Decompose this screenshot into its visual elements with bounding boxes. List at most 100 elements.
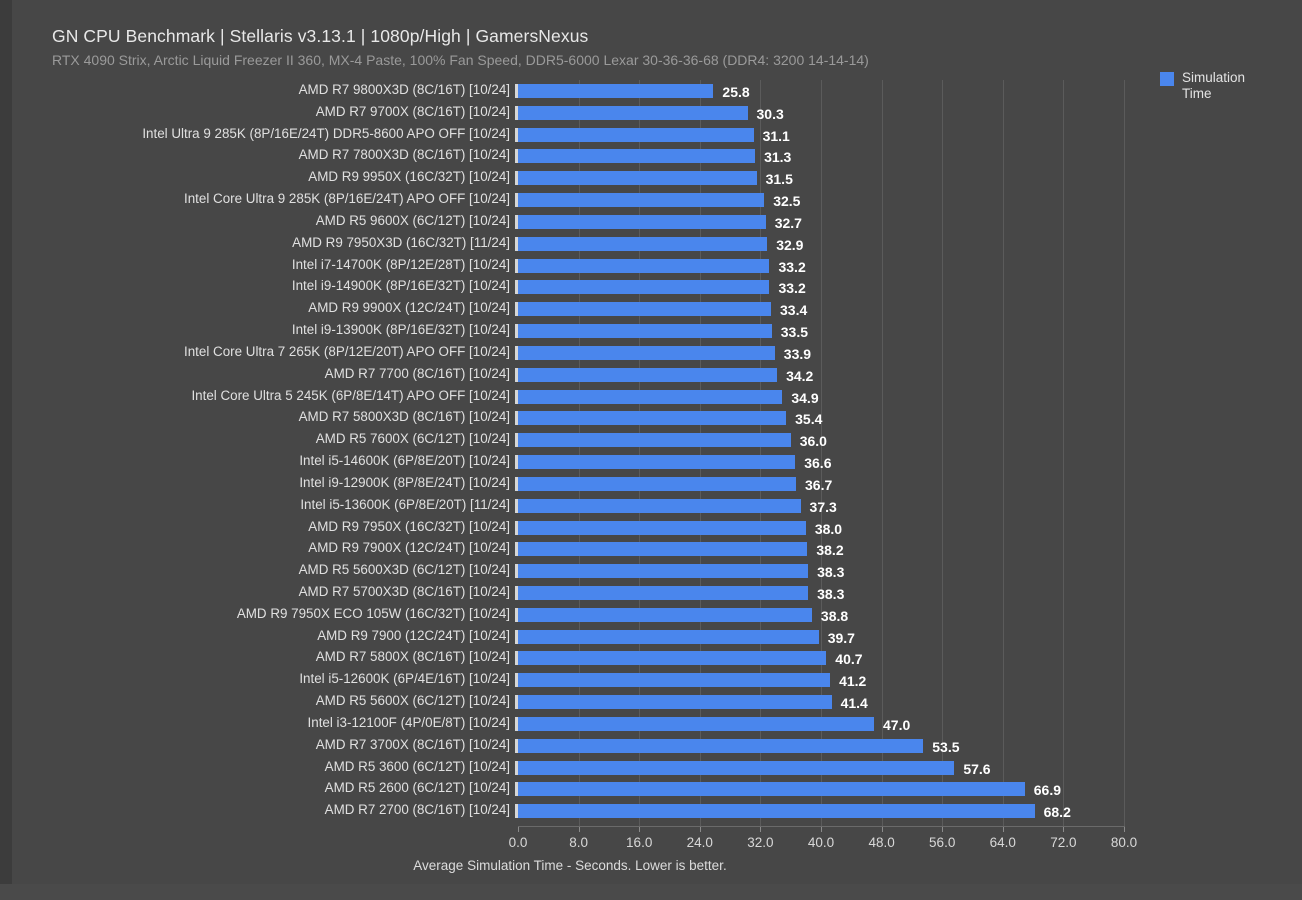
- y-axis-tick: [515, 607, 518, 622]
- x-axis-tick: [578, 826, 580, 832]
- bar-category-label: Intel Core Ultra 9 285K (8P/16E/24T) APO…: [184, 191, 510, 207]
- bar: [518, 105, 748, 120]
- gridline: [1063, 80, 1065, 826]
- bar: [518, 83, 714, 98]
- x-axis-title: Average Simulation Time - Seconds. Lower…: [0, 858, 1302, 873]
- bar-value-label: 35.4: [795, 411, 823, 428]
- bar: [518, 455, 796, 470]
- chart-legend: Simulation Time: [1160, 70, 1274, 102]
- bar-category-label: Intel i7-14700K (8P/12E/28T) [10/24]: [291, 256, 510, 272]
- bar-value-label: 31.3: [764, 149, 792, 166]
- y-axis-tick: [515, 433, 518, 448]
- y-axis-tick: [515, 389, 518, 404]
- bar-value-label: 36.6: [804, 455, 832, 472]
- bar-category-label: AMD R9 7900 (12C/24T) [10/24]: [317, 627, 510, 643]
- bar-value-label: 53.5: [932, 738, 960, 755]
- x-axis-title-text: Average Simulation Time - Seconds. Lower…: [413, 858, 727, 873]
- x-axis-tick-label: 64.0: [989, 835, 1016, 850]
- bar: [518, 214, 766, 229]
- bar-category-label: AMD R7 7800X3D (8C/16T) [10/24]: [298, 147, 510, 163]
- bar: [518, 280, 770, 295]
- x-axis-tick: [1124, 826, 1125, 832]
- bar-value-label: 38.3: [817, 586, 845, 602]
- gridline: [639, 80, 641, 826]
- y-axis-tick: [515, 105, 518, 120]
- y-axis-tick: [515, 651, 518, 666]
- y-axis-tick: [515, 695, 518, 710]
- bar-category-label: Intel i5-13600K (6P/8E/20T) [11/24]: [300, 496, 510, 512]
- bar: [518, 607, 812, 622]
- y-axis-tick: [515, 455, 518, 470]
- bar: [518, 389, 783, 404]
- bar: [518, 324, 772, 339]
- y-axis-tick: [515, 564, 518, 579]
- bar-category-label: Intel i9-12900K (8P/8E/24T) [10/24]: [299, 474, 510, 490]
- bar-category-label: AMD R9 7950X ECO 105W (16C/32T) [10/24]: [236, 605, 510, 621]
- bar: [518, 258, 770, 273]
- bar-category-label: AMD R7 2700 (8C/16T) [10/24]: [324, 802, 510, 818]
- bar-category-label: AMD R5 7600X (6C/12T) [10/24]: [315, 431, 510, 447]
- bar: [518, 673, 831, 688]
- bar: [518, 433, 791, 448]
- x-axis-tick-label: 8.0: [569, 835, 588, 850]
- left-edge-band: [0, 0, 12, 900]
- bar-category-label: AMD R5 5600X (6C/12T) [10/24]: [315, 693, 510, 709]
- x-axis-tick-label: 40.0: [807, 835, 835, 850]
- x-axis-tick: [1002, 826, 1004, 832]
- bar-value-label: 40.7: [835, 651, 863, 668]
- x-axis-tick: [760, 826, 762, 832]
- y-axis-tick: [515, 324, 518, 339]
- bar-value-label: 39.7: [827, 629, 855, 646]
- x-axis-tick-label: 32.0: [747, 835, 774, 850]
- bar-category-label: AMD R5 2600 (6C/12T) [10/24]: [324, 780, 510, 796]
- bar-category-label: Intel Core Ultra 5 245K (6P/8E/14T) APO …: [191, 387, 510, 403]
- bar: [518, 716, 875, 731]
- y-axis-tick: [515, 586, 518, 600]
- bar-value-label: 37.3: [809, 498, 837, 515]
- chart-title: GN CPU Benchmark | Stellaris v3.13.1 | 1…: [52, 26, 589, 46]
- bar: [518, 760, 955, 775]
- bar-value-label: 33.5: [780, 324, 808, 341]
- gridline: [578, 80, 580, 826]
- bar-value-label: 38.8: [820, 607, 849, 624]
- bar-category-label: Intel i3-12100F (4P/0E/8T) [10/24]: [307, 714, 510, 730]
- bar-category-label: AMD R7 9800X3D (8C/16T) [10/24]: [298, 81, 510, 97]
- bar-value-label: 32.7: [774, 214, 802, 231]
- x-axis-tick: [821, 826, 822, 832]
- bar-category-label: AMD R5 5600X3D (6C/12T) [10/24]: [298, 562, 510, 578]
- bar: [518, 804, 1035, 819]
- bar: [518, 629, 819, 644]
- bar-value-label: 34.9: [791, 389, 819, 406]
- x-axis-tick-label: 80.0: [1110, 835, 1138, 850]
- y-axis-tick: [515, 804, 518, 819]
- gridline: [1124, 80, 1125, 826]
- bar-value-label: 38.3: [817, 564, 845, 581]
- bar-value-label: 47.0: [883, 716, 911, 733]
- y-axis-tick: [515, 782, 518, 797]
- x-axis-tick: [699, 826, 701, 832]
- bar-value-label: 31.1: [762, 127, 790, 144]
- y-axis-tick: [515, 280, 518, 295]
- bar-value-label: 25.8: [722, 83, 750, 100]
- bar-category-label: AMD R7 5800X3D (8C/16T) [10/24]: [298, 409, 510, 425]
- gridline: [881, 80, 883, 826]
- bar-value-label: 41.4: [840, 695, 868, 712]
- bar-category-label: AMD R7 9700X (8C/16T) [10/24]: [315, 103, 510, 119]
- bar-value-label: 36.0: [799, 433, 827, 450]
- bar-value-label: 33.2: [778, 280, 806, 297]
- x-axis-tick-label: 0.0: [508, 835, 528, 850]
- bar-category-label: AMD R9 7950X (16C/32T) [10/24]: [308, 518, 510, 534]
- bar-value-label: 33.9: [783, 345, 812, 362]
- y-axis-tick: [515, 716, 518, 731]
- bar-category-label: AMD R7 7700 (8C/16T) [10/24]: [324, 365, 510, 381]
- y-axis-tick: [515, 476, 518, 491]
- bar-category-label: AMD R9 7900X (12C/24T) [10/24]: [308, 540, 510, 556]
- bar-value-label: 36.7: [805, 476, 833, 493]
- bar: [518, 542, 808, 557]
- y-axis-tick: [515, 629, 518, 644]
- bar: [518, 564, 809, 579]
- y-axis-tick: [515, 302, 518, 317]
- bar-category-label: AMD R7 3700X (8C/16T) [10/24]: [315, 736, 510, 752]
